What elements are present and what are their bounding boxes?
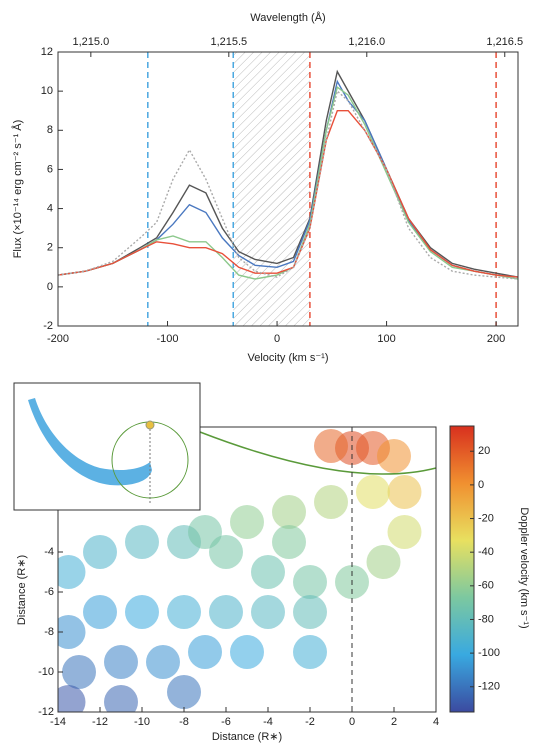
y-tick-label: 2 xyxy=(47,242,53,254)
particle-cloud xyxy=(387,515,422,549)
particle-cloud xyxy=(125,595,159,629)
y-tick-label: 8 xyxy=(47,124,53,136)
top-tick-label: 1,216.5 xyxy=(486,36,523,48)
series-line xyxy=(57,69,519,278)
inset-star xyxy=(145,420,155,430)
y-axis-title: Flux (×10⁻¹⁴ erg cm⁻² s⁻¹ Å) xyxy=(11,120,24,259)
x-axis-title: Velocity (km s⁻¹) xyxy=(248,352,329,364)
x-tick-label: -12 xyxy=(92,716,108,728)
inset xyxy=(13,382,201,511)
particle-cloud xyxy=(58,555,86,589)
top-axis-title: Wavelength (Å) xyxy=(250,11,325,24)
particle-cloud xyxy=(377,439,411,473)
y-tick-label: 4 xyxy=(47,202,53,214)
y-axis-title: Distance (R∗) xyxy=(16,555,28,625)
y-tick-label: -4 xyxy=(44,546,54,558)
colorbar-tick-label: -80 xyxy=(478,613,494,625)
particle-cloud xyxy=(104,685,138,712)
x-tick-label: -14 xyxy=(50,716,66,728)
colorbar-tick-label: -60 xyxy=(478,580,494,592)
x-tick-label: -2 xyxy=(305,716,315,728)
x-tick-label: -100 xyxy=(157,333,179,345)
colorbar-tick-label: -20 xyxy=(478,512,494,524)
y-tick-label: -2 xyxy=(43,320,53,332)
particle-cloud xyxy=(387,475,422,509)
x-tick-label: -200 xyxy=(47,333,69,345)
particle-cloud xyxy=(62,655,96,689)
particle-cloud xyxy=(125,525,159,559)
y-tick-label: 12 xyxy=(41,46,53,58)
x-tick-label: -6 xyxy=(221,716,231,728)
y-tick-label: -10 xyxy=(38,666,54,678)
top-tick-label: 1,216.0 xyxy=(348,36,385,48)
spectrum-panel: Wavelength (Å) Velocity (km s⁻¹) Flux (×… xyxy=(11,11,523,364)
particle-cloud xyxy=(146,645,180,679)
series-line xyxy=(57,89,519,280)
x-tick-label: 0 xyxy=(274,333,280,345)
simulation-panel: Distance (R∗) Distance (R∗) Doppler velo… xyxy=(16,425,530,743)
inset-frame xyxy=(13,382,201,511)
y-tick-label: 6 xyxy=(47,163,53,175)
particle-cloud xyxy=(314,485,348,519)
colorbar-tick-label: 20 xyxy=(478,445,490,457)
particle-cloud xyxy=(230,635,264,669)
y-tick-label: -8 xyxy=(44,626,54,638)
particle-cloud xyxy=(83,535,117,569)
particle-cloud xyxy=(188,635,222,669)
particle-cloud xyxy=(272,495,306,529)
x-tick-label: 200 xyxy=(487,333,505,345)
roche-lobe xyxy=(199,431,437,475)
x-tick-label: 100 xyxy=(377,333,395,345)
plot-frame xyxy=(57,426,437,713)
y-tick-label: 10 xyxy=(41,85,53,97)
particle-cloud xyxy=(293,595,327,629)
x-tick-label: -8 xyxy=(179,716,189,728)
particle-cloud xyxy=(58,685,86,712)
colorbar-tick-label: -100 xyxy=(478,647,500,659)
inset-tail xyxy=(28,398,152,486)
particle-cloud xyxy=(272,525,306,559)
x-axis-title: Distance (R∗) xyxy=(212,731,282,743)
colorbar-tick-label: -40 xyxy=(478,546,494,558)
x-tick-label: -10 xyxy=(134,716,150,728)
particle-cloud xyxy=(167,595,201,629)
particle-cloud xyxy=(251,555,285,589)
colorbar xyxy=(449,425,475,713)
particle-cloud xyxy=(188,515,222,549)
x-tick-label: -4 xyxy=(263,716,273,728)
particle-cloud xyxy=(366,545,401,579)
colorbar-tick-label: 0 xyxy=(478,479,484,491)
particle-cloud xyxy=(314,429,348,463)
colorbar-tick-label: -120 xyxy=(478,681,500,693)
y-tick-label: -6 xyxy=(44,586,54,598)
particle-cloud xyxy=(293,565,327,599)
points xyxy=(58,429,422,712)
y-tick-label: -12 xyxy=(38,706,54,718)
particle-cloud xyxy=(356,475,390,509)
y-tick-label: 0 xyxy=(47,281,53,293)
top-tick-label: 1,215.0 xyxy=(72,36,109,48)
x-tick-label: 4 xyxy=(433,716,439,728)
particle-cloud xyxy=(251,595,285,629)
particle-cloud xyxy=(167,675,201,709)
particle-cloud xyxy=(58,615,86,649)
plot-frame xyxy=(57,51,519,327)
particle-cloud xyxy=(293,635,327,669)
shaded-region xyxy=(233,52,310,326)
particle-cloud xyxy=(209,595,243,629)
x-tick-label: 2 xyxy=(391,716,397,728)
particle-cloud xyxy=(230,505,264,539)
particle-cloud xyxy=(104,645,138,679)
top-tick-label: 1,215.5 xyxy=(210,36,247,48)
colorbar-title: Doppler velocity (km s⁻¹) xyxy=(518,507,530,628)
particle-cloud xyxy=(83,595,117,629)
x-tick-label: 0 xyxy=(349,716,355,728)
